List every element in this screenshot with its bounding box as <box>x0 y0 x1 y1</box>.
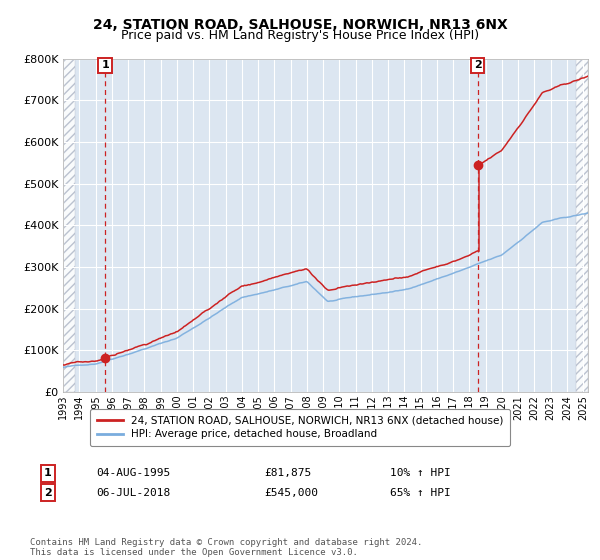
Text: 04-AUG-1995: 04-AUG-1995 <box>96 468 170 478</box>
Text: 1: 1 <box>101 60 109 71</box>
Polygon shape <box>63 59 75 392</box>
Legend: 24, STATION ROAD, SALHOUSE, NORWICH, NR13 6NX (detached house), HPI: Average pri: 24, STATION ROAD, SALHOUSE, NORWICH, NR1… <box>91 409 509 446</box>
Text: 2: 2 <box>44 488 52 498</box>
Text: Price paid vs. HM Land Registry's House Price Index (HPI): Price paid vs. HM Land Registry's House … <box>121 29 479 42</box>
Text: 24, STATION ROAD, SALHOUSE, NORWICH, NR13 6NX: 24, STATION ROAD, SALHOUSE, NORWICH, NR1… <box>92 18 508 32</box>
Text: 2: 2 <box>474 60 482 71</box>
Text: 06-JUL-2018: 06-JUL-2018 <box>96 488 170 498</box>
Polygon shape <box>576 59 588 392</box>
Text: 65% ↑ HPI: 65% ↑ HPI <box>390 488 451 498</box>
Text: 10% ↑ HPI: 10% ↑ HPI <box>390 468 451 478</box>
Text: £545,000: £545,000 <box>264 488 318 498</box>
Text: £81,875: £81,875 <box>264 468 311 478</box>
Text: Contains HM Land Registry data © Crown copyright and database right 2024.
This d: Contains HM Land Registry data © Crown c… <box>30 538 422 557</box>
Text: 1: 1 <box>44 468 52 478</box>
